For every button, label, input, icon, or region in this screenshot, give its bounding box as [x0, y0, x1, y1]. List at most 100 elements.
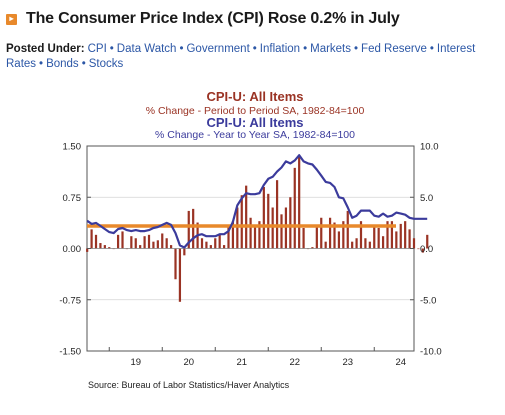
bar — [156, 240, 159, 249]
bar — [178, 248, 182, 302]
bar — [165, 238, 168, 249]
bar — [139, 245, 142, 249]
left-tick-label: 0.75 — [63, 193, 82, 204]
bar — [86, 248, 89, 252]
bar — [359, 221, 363, 249]
tag-link-interest-rates[interactable]: Interest Rates — [6, 43, 476, 70]
bar — [218, 234, 221, 249]
bar — [108, 247, 111, 249]
yoy-line — [86, 154, 428, 249]
bar — [302, 228, 305, 249]
bar — [90, 229, 93, 249]
bar — [103, 245, 106, 249]
tag-link-stocks[interactable]: Stocks — [88, 58, 124, 70]
bar — [236, 207, 239, 249]
chart-source: Source: Bureau of Labor Statistics/Haver… — [88, 380, 290, 390]
bar — [116, 234, 120, 249]
bar — [174, 248, 177, 280]
bar — [337, 231, 341, 249]
bar — [426, 234, 429, 249]
tag-link-cpi[interactable]: CPI — [87, 43, 107, 55]
bar — [253, 224, 257, 249]
bar — [169, 245, 173, 249]
bar — [161, 233, 164, 249]
bar — [192, 208, 195, 249]
tag-link-bonds[interactable]: Bonds — [46, 58, 79, 70]
line-series — [86, 154, 428, 249]
bar — [377, 228, 380, 249]
bar — [121, 231, 124, 249]
bar — [355, 238, 358, 249]
bar — [258, 221, 261, 249]
bar — [280, 214, 283, 249]
x-tick-label: 22 — [289, 357, 300, 368]
right-tick-label: 5.0 — [420, 193, 433, 204]
tag-separator: • — [429, 43, 434, 55]
bar — [412, 238, 416, 249]
posted-under: Posted Under: CPI • Data Watch • Government • I… — [6, 42, 496, 72]
bar — [381, 236, 385, 249]
line-series-subtitle: % Change - Year to Year SA, 1982-84=100 — [155, 129, 355, 141]
bar-series-title: CPI-U: All Items — [206, 89, 303, 104]
x-tick-label: 24 — [395, 357, 406, 368]
bar — [421, 248, 424, 253]
right-tick-label: 10.0 — [420, 142, 439, 153]
bar — [222, 245, 226, 249]
bar — [152, 241, 155, 249]
bar — [284, 207, 288, 249]
bar — [267, 193, 270, 249]
bar — [346, 210, 349, 249]
bar — [99, 243, 102, 249]
bar — [351, 241, 354, 249]
x-tick-label: 20 — [183, 357, 194, 368]
orange-arrow-icon[interactable]: ▸ — [6, 13, 17, 25]
bar — [364, 238, 367, 249]
article-header: ▸ The Consumer Price Index (CPI) Rose 0.… — [6, 8, 400, 30]
bar — [395, 231, 398, 249]
bar — [143, 236, 146, 249]
left-axis-ticks: 1.50 0.75 0.00 -0.75 -1.50 — [59, 142, 91, 358]
bar — [293, 167, 296, 249]
bar — [404, 221, 407, 249]
left-tick-label: -1.50 — [59, 347, 81, 358]
bar — [94, 234, 98, 249]
tag-link-markets[interactable]: Markets — [310, 43, 352, 55]
right-tick-label: -10.0 — [420, 347, 442, 358]
bar — [130, 236, 133, 249]
bar — [147, 234, 151, 249]
bar — [187, 210, 190, 249]
x-axis-ticks: 19 20 21 22 23 24 — [108, 347, 406, 368]
bar — [386, 221, 389, 249]
bar — [315, 224, 318, 249]
tag-separator: • — [109, 43, 114, 55]
x-tick-label: 21 — [236, 357, 247, 368]
article-title: The Consumer Price Index (CPI) Rose 0.2%… — [26, 10, 400, 27]
bar — [399, 223, 402, 249]
bar — [289, 197, 292, 249]
right-axis-ticks: 10.0 5.0 0.0 -5.0 -10.0 — [410, 142, 442, 358]
line-series-title: CPI-U: All Items — [206, 115, 303, 130]
bar — [205, 241, 208, 249]
tag-link-data-watch[interactable]: Data Watch — [116, 43, 177, 55]
tag-link-fed-reserve[interactable]: Fed Reserve — [361, 43, 427, 55]
bar — [328, 217, 332, 249]
bar — [249, 217, 252, 249]
bar-series — [86, 156, 429, 302]
tag-link-government[interactable]: Government — [186, 43, 250, 55]
bar — [417, 248, 420, 250]
bar — [240, 195, 243, 249]
x-tick-label: 19 — [130, 357, 141, 368]
bar — [134, 238, 137, 249]
tag-link-inflation[interactable]: Inflation — [259, 43, 301, 55]
posted-under-label: Posted Under: — [6, 43, 85, 55]
bar — [320, 217, 323, 249]
right-tick-label: 0.0 — [420, 244, 433, 255]
tag-separator: • — [303, 43, 308, 55]
bar — [333, 222, 336, 249]
bar — [231, 221, 235, 249]
tag-separator: • — [81, 58, 86, 70]
bar — [214, 238, 217, 249]
cpi-chart: CPI-U: All Items % Change - Period to Pe… — [59, 89, 442, 390]
bar — [373, 226, 376, 249]
bar — [298, 156, 301, 249]
